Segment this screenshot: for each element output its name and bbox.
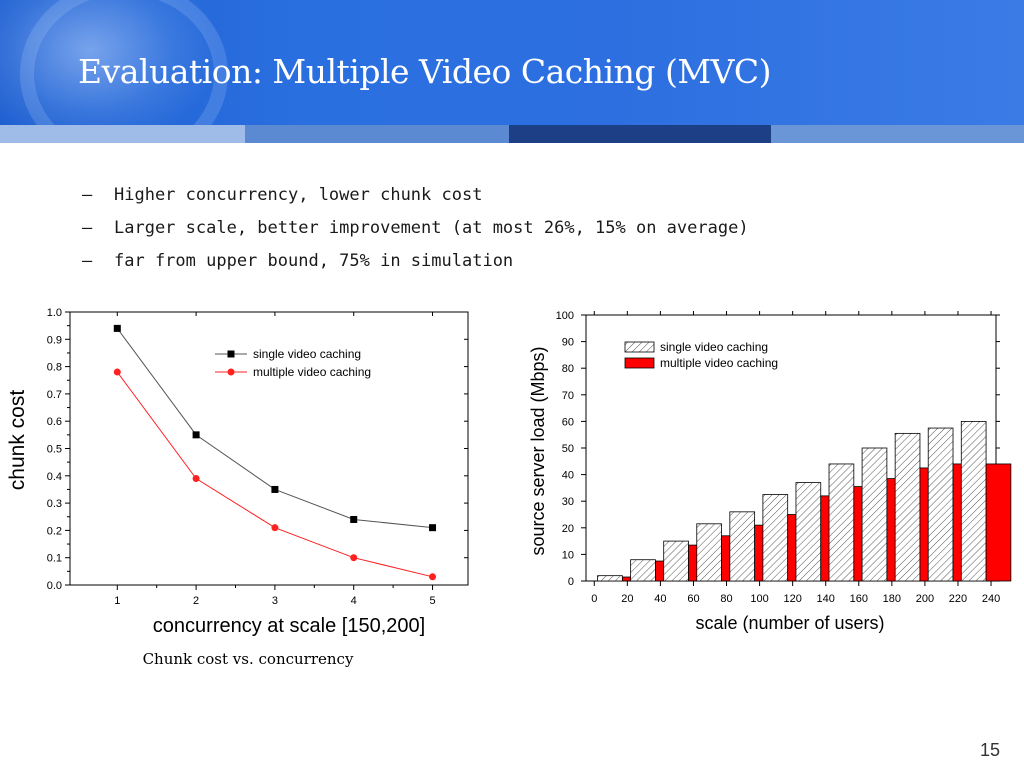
bar-single-video-caching [828, 463, 855, 582]
x-tick-label: 3 [272, 595, 278, 607]
y-tick-label: 0.0 [47, 580, 62, 592]
bar-multiple-video-caching [985, 463, 1012, 582]
legend-label: single video caching [253, 347, 361, 361]
x-tick-label: 200 [916, 593, 934, 605]
x-axis-label: concurrency at scale [150,200] [153, 615, 425, 637]
page-number: 15 [980, 740, 1001, 760]
series-line [116, 371, 433, 578]
y-tick-label: 100 [556, 310, 574, 322]
data-point [113, 368, 121, 376]
legend-label: single video caching [660, 340, 768, 354]
y-tick-label: 80 [562, 363, 574, 375]
bar-single-video-caching [960, 421, 987, 582]
y-tick-label: 0.4 [47, 471, 62, 483]
legend-swatch [624, 341, 655, 353]
data-point [350, 554, 358, 562]
y-axis-label: chunk cost [6, 390, 29, 491]
chart-caption: Chunk cost vs. concurrency [143, 650, 354, 668]
bar-single-video-caching [927, 427, 954, 582]
x-tick-label: 180 [883, 593, 901, 605]
data-point [271, 524, 279, 532]
y-tick-label: 0.9 [47, 334, 62, 346]
bullet-marker: — [82, 218, 93, 238]
y-tick-label: 20 [562, 523, 574, 535]
y-tick-label: 0.7 [47, 389, 62, 401]
data-point [271, 485, 279, 493]
bullet-text: Larger scale, better improvement (at mos… [114, 218, 749, 238]
y-tick-label: 0.1 [47, 553, 62, 565]
data-point [113, 324, 121, 332]
bullet-marker: — [82, 185, 93, 205]
x-tick-label: 60 [687, 593, 699, 605]
x-tick-label: 20 [621, 593, 633, 605]
x-tick-label: 40 [654, 593, 666, 605]
legend-label: multiple video caching [253, 365, 371, 379]
x-tick-label: 160 [850, 593, 868, 605]
x-tick-label: 0 [591, 593, 597, 605]
bar-single-video-caching [630, 559, 656, 582]
x-tick-label: 1 [114, 595, 120, 607]
y-tick-label: 50 [562, 443, 574, 455]
bar-single-video-caching [597, 575, 623, 582]
y-tick-label: 0.5 [47, 444, 62, 456]
bar-single-video-caching [762, 494, 789, 582]
x-tick-label: 120 [783, 593, 801, 605]
y-axis-label: source server load (Mbps) [528, 346, 548, 555]
bar-single-video-caching [861, 447, 888, 582]
bar-single-video-caching [729, 511, 756, 582]
x-tick-label: 240 [982, 593, 1000, 605]
data-point [350, 515, 358, 523]
data-point [192, 431, 200, 439]
x-tick-label: 220 [949, 593, 967, 605]
legend-swatch [624, 357, 655, 369]
x-tick-label: 4 [351, 595, 357, 607]
color-bar-segment [0, 125, 245, 143]
x-tick-label: 140 [817, 593, 835, 605]
data-point [429, 524, 437, 532]
legend-marker [227, 368, 235, 376]
bar-single-video-caching [894, 432, 921, 582]
y-tick-label: 1.0 [47, 307, 62, 319]
y-tick-label: 40 [562, 470, 574, 482]
slide-title: Evaluation: Multiple Video Caching (MVC) [78, 52, 772, 91]
color-bar-segment [771, 125, 1024, 143]
y-tick-label: 30 [562, 496, 574, 508]
x-tick-label: 5 [429, 595, 435, 607]
color-bar-segment [509, 125, 771, 143]
bullet-marker: — [82, 251, 93, 271]
data-point [192, 475, 200, 483]
y-tick-label: 0.3 [47, 498, 62, 510]
x-axis-label: scale (number of users) [695, 613, 884, 633]
bar-single-video-caching [795, 482, 822, 582]
y-tick-label: 0.6 [47, 416, 62, 428]
bullet-text: far from upper bound, 75% in simulation [114, 251, 514, 271]
legend-marker [227, 350, 235, 358]
x-tick-label: 80 [720, 593, 732, 605]
header-color-bar [0, 125, 1024, 143]
y-tick-label: 0.8 [47, 362, 62, 374]
y-tick-label: 90 [562, 337, 574, 349]
line-chart: 0.0 0.1 0.2 0.3 0.4 0.5 0.6 0.7 0.8 0.9 1.0 1 2 3 4 5 s… [6, 307, 469, 668]
y-tick-label: 60 [562, 416, 574, 428]
legend-label: multiple video caching [660, 356, 778, 370]
bar-single-video-caching [663, 540, 689, 582]
slide-header: Evaluation: Multiple Video Caching (MVC) [0, 0, 1024, 125]
bullet-text: Higher concurrency, lower chunk cost [114, 185, 483, 205]
color-bar-segment [245, 125, 509, 143]
y-tick-label: 10 [562, 549, 574, 561]
bar-chart: 0 10 20 30 40 50 60 70 80 90 100 0 20 40 60 80 100 120 140… [528, 310, 1012, 633]
y-tick-label: 70 [562, 390, 574, 402]
y-tick-label: 0.2 [47, 525, 62, 537]
bar-single-video-caching [696, 523, 722, 582]
y-tick-label: 0 [568, 576, 574, 588]
x-tick-label: 100 [750, 593, 768, 605]
x-tick-label: 2 [193, 595, 199, 607]
data-point [429, 573, 437, 581]
